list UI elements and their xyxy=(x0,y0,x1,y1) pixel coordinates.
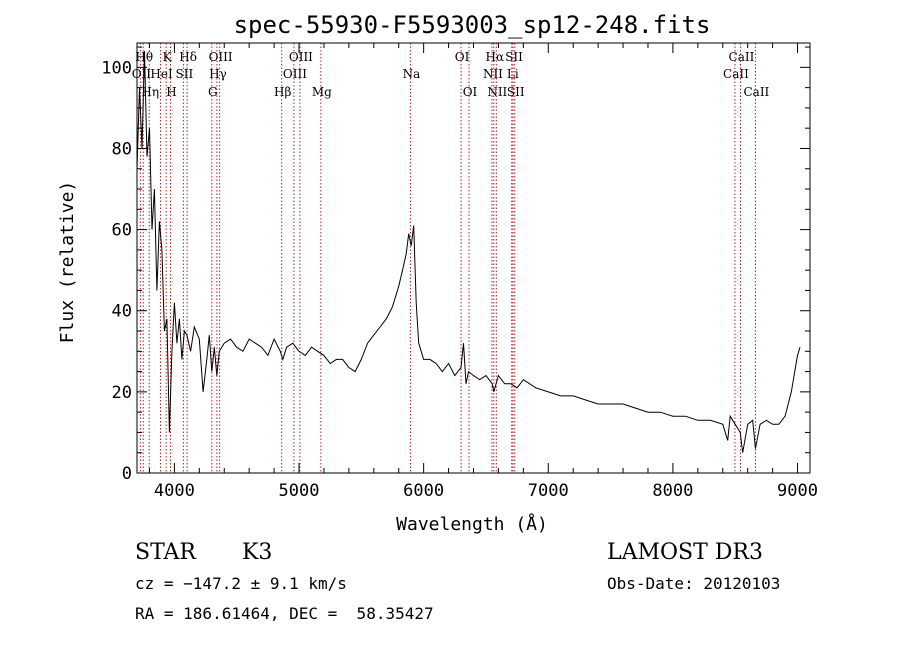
emission-line-label: CaII xyxy=(743,85,769,99)
emission-line-label: OII xyxy=(132,67,152,81)
x-tick-label: 9000 xyxy=(777,481,818,501)
emission-line-label: Hα xyxy=(486,50,505,64)
emission-line-label: Na xyxy=(403,67,421,81)
x-tick-label: 4000 xyxy=(154,481,195,501)
emission-line-label: Hβ xyxy=(274,85,291,99)
emission-line-label: NII xyxy=(487,85,507,99)
y-axis-label: Flux (relative) xyxy=(57,181,78,344)
emission-line-label: Hδ xyxy=(179,50,197,64)
emission-line-label: HeI xyxy=(150,67,173,81)
plot-frame xyxy=(136,42,811,474)
emission-line-label: OIII xyxy=(283,67,307,81)
emission-line-label: G xyxy=(208,85,218,99)
y-tick-label: 60 xyxy=(112,221,132,241)
emission-line-label: K xyxy=(163,50,173,64)
emission-line-label: OIII xyxy=(209,50,233,64)
emission-line-label: OIII xyxy=(289,50,313,64)
x-axis-label: Wavelength (Å) xyxy=(396,513,548,535)
object-class: STAR xyxy=(135,540,196,565)
emission-lines xyxy=(139,43,756,473)
y-tick-label: 0 xyxy=(122,464,132,484)
emission-line-label: CaII xyxy=(723,67,749,81)
emission-line-label: Li xyxy=(507,67,519,81)
emission-line-label: H xyxy=(166,85,176,99)
emission-line-label: SII xyxy=(176,67,194,81)
x-tick-label: 6000 xyxy=(403,481,444,501)
emission-line-label: NII xyxy=(483,67,503,81)
x-tick-label: 8000 xyxy=(652,481,693,501)
emission-line-label: SII xyxy=(507,85,525,99)
emission-line-label: OI xyxy=(455,50,470,64)
chart-title: spec-55930-F5593003_sp12-248.fits xyxy=(234,11,711,39)
x-tick-label: 5000 xyxy=(279,481,320,501)
object-subclass: K3 xyxy=(242,540,273,565)
y-tick-label: 20 xyxy=(112,383,132,403)
redshift-text: cz = −147.2 ± 9.1 km/s xyxy=(135,574,347,593)
y-tick-label: 80 xyxy=(112,139,132,159)
coordinates-text: RA = 186.61464, DEC = 58.35427 xyxy=(135,604,434,623)
y-axis-ticks: 0 20 40 60 80 100 xyxy=(101,46,810,484)
emission-line-label: CaII xyxy=(729,50,755,64)
spectrum-line xyxy=(136,51,801,453)
x-tick-label: 7000 xyxy=(528,481,569,501)
emission-line-labels: OIIHθHηHeIKHSIIHδGHγOIIIHβOIIIOIIIMgNaOI… xyxy=(132,50,770,99)
obs-date: Obs-Date: 20120103 xyxy=(607,574,781,593)
emission-line-label: Mg xyxy=(312,85,332,99)
survey-name: LAMOST DR3 xyxy=(607,540,763,565)
x-axis-ticks: 4000 5000 6000 7000 8000 9000 xyxy=(148,43,818,501)
y-tick-label: 100 xyxy=(101,58,132,78)
emission-line-label: OI xyxy=(463,85,478,99)
emission-line-label: Hγ xyxy=(209,67,227,81)
y-tick-label: 40 xyxy=(112,302,132,322)
emission-line-label: SII xyxy=(505,50,523,64)
